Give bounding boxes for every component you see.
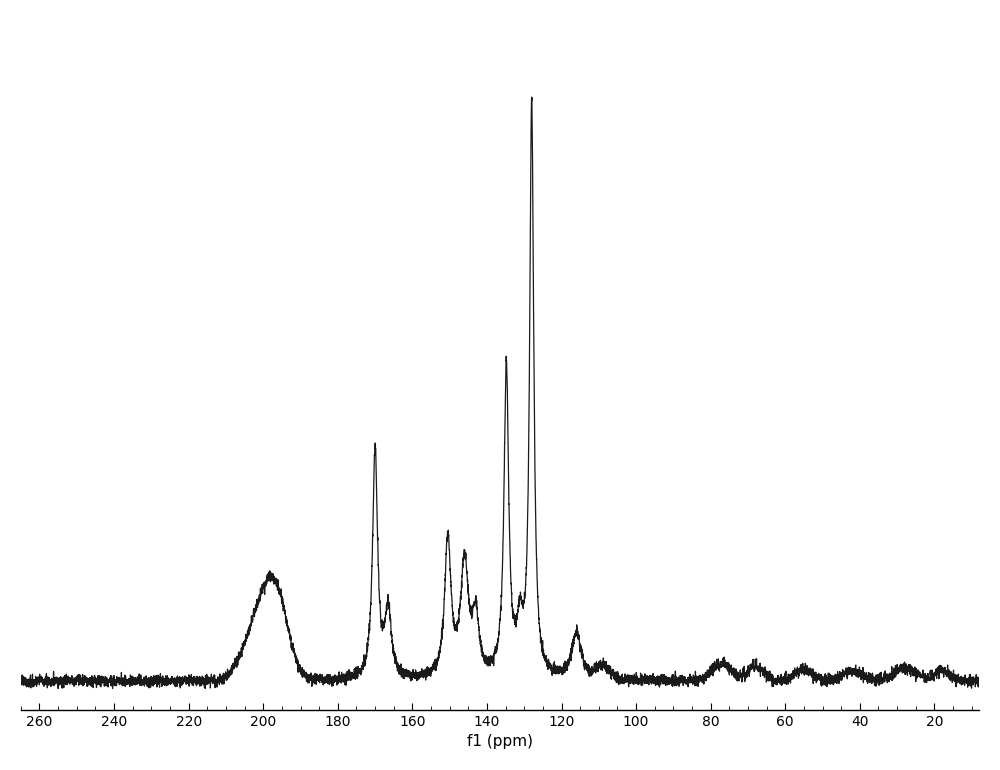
X-axis label: f1 (ppm): f1 (ppm) [467,734,533,749]
